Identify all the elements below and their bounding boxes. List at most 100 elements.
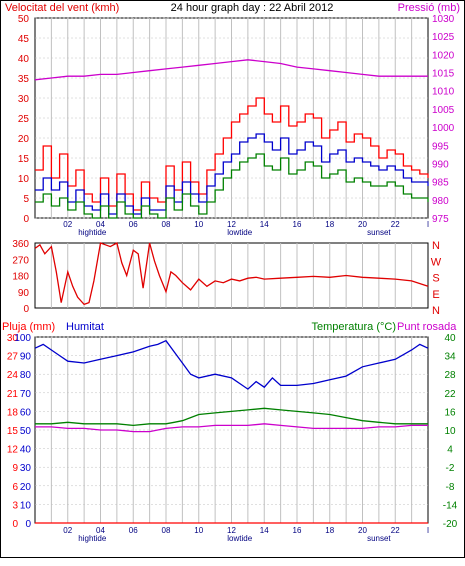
humidity-tick-label: 0 (25, 519, 31, 530)
rain-tick-label: 9 (12, 463, 18, 474)
compass-label: E (432, 289, 439, 301)
avg-line (35, 133, 429, 215)
x-tick-label: 06 (129, 526, 138, 535)
temperature-tick-label: -8 (446, 482, 455, 493)
temperature-tick-label: -14 (443, 500, 458, 511)
y-tick-label-left: 35 (18, 74, 30, 85)
compass-label: N (432, 240, 440, 252)
temperature-tick-label: 40 (444, 333, 456, 344)
green-line (35, 153, 429, 219)
x-tick-label: 18 (325, 220, 334, 229)
y-tick-label-left: 0 (23, 214, 29, 225)
y-tick-label-left: 270 (12, 255, 29, 266)
rain-tick-label: 18 (7, 407, 19, 418)
y-tick-label-left: 45 (18, 34, 30, 45)
x-tick-label: 22 (391, 526, 400, 535)
x-tick-label: 06 (129, 220, 138, 229)
rain-tick-label: 30 (7, 333, 19, 344)
compass-label: N (432, 305, 440, 317)
humidity-tick-label: 30 (20, 463, 32, 474)
y-tick-label-right: 975 (432, 214, 449, 225)
y-tick-label-right: 1015 (432, 69, 455, 80)
x-end-tick: l (427, 220, 429, 229)
y-tick-label-left: 0 (23, 304, 29, 315)
x-tick-label: 12 (227, 526, 236, 535)
x-tick-label: 10 (194, 220, 203, 229)
dewpoint-axis-label: Punt rosada (397, 321, 457, 333)
x-tick-label: 14 (260, 526, 269, 535)
wind-direction-line (34, 242, 429, 306)
humidity-axis-label: Humitat (66, 321, 104, 333)
rain-tick-label: 12 (7, 445, 19, 456)
rain-tick-label: 15 (7, 426, 19, 437)
y-tick-label-right: 1030 (432, 14, 455, 25)
x-tick-label: 08 (162, 220, 171, 229)
y-tick-label-left: 25 (18, 114, 30, 125)
temperature-line (35, 407, 428, 427)
x-marker-label: hightide (78, 534, 107, 543)
humidity-tick-label: 60 (20, 407, 32, 418)
y-tick-label-right: 990 (432, 159, 449, 170)
y-tick-label-right: 1020 (432, 50, 455, 61)
y-tick-label-left: 90 (18, 288, 30, 299)
y-tick-label-left: 40 (18, 54, 30, 65)
x-marker-label: sunset (367, 534, 391, 543)
rain-axis-label: Pluja (mm) (2, 321, 55, 333)
humidity-tick-label: 100 (14, 333, 31, 344)
x-marker-label: sunset (367, 228, 391, 237)
y-tick-label-left: 5 (23, 194, 29, 205)
pressure-axis-label: Pressió (mb) (398, 2, 460, 14)
x-tick-label: 04 (96, 526, 105, 535)
rain-tick-label: 0 (12, 519, 18, 530)
x-tick-label: 12 (227, 220, 236, 229)
gust-line (35, 97, 429, 211)
x-tick-label: 20 (358, 220, 367, 229)
wind-speed-axis-label: Velocitat del vent (kmh) (5, 2, 119, 14)
pressure-line (34, 59, 428, 81)
temperature-tick-label: -2 (446, 463, 455, 474)
x-tick-label: 02 (63, 220, 72, 229)
x-tick-label: 22 (391, 220, 400, 229)
rain-tick-label: 3 (12, 500, 18, 511)
temperature-tick-label: 4 (447, 445, 453, 456)
x-tick-label: 04 (96, 220, 105, 229)
y-tick-label-right: 1005 (432, 105, 455, 116)
temperature-tick-label: -20 (443, 519, 458, 530)
y-tick-label-right: 1025 (432, 32, 455, 43)
x-tick-label: 10 (194, 526, 203, 535)
y-tick-label-right: 995 (432, 141, 449, 152)
compass-label: S (432, 273, 439, 285)
x-marker-label: lowtide (227, 228, 252, 237)
dewpoint-line (35, 423, 428, 433)
humidity-tick-label: 90 (20, 352, 32, 363)
rain-tick-label: 24 (7, 370, 19, 381)
x-tick-label: 08 (162, 526, 171, 535)
x-tick-label: 14 (260, 220, 269, 229)
x-tick-label: 18 (325, 526, 334, 535)
rain-tick-label: 21 (7, 389, 19, 400)
y-tick-label-left: 15 (18, 154, 30, 165)
x-end-tick: l (427, 526, 429, 535)
y-tick-label-left: 10 (18, 174, 30, 185)
x-marker-label: lowtide (227, 534, 252, 543)
temperature-tick-label: 34 (444, 352, 456, 363)
chart-title: 24 hour graph day : 22 Abril 2012 (171, 2, 334, 14)
temperature-tick-label: 28 (444, 370, 456, 381)
x-tick-label: 16 (293, 526, 302, 535)
humidity-tick-label: 20 (20, 482, 32, 493)
y-tick-label-left: 360 (12, 239, 29, 250)
compass-label: W (431, 256, 442, 268)
y-tick-label-left: 50 (18, 14, 30, 25)
rain-tick-label: 27 (7, 352, 19, 363)
x-tick-label: 02 (63, 526, 72, 535)
humidity-tick-label: 40 (20, 445, 32, 456)
temperature-axis-label: Temperatura (°C) (312, 321, 396, 333)
temperature-tick-label: 22 (444, 389, 456, 400)
y-tick-label-right: 1000 (432, 123, 455, 134)
temperature-tick-label: 10 (444, 426, 456, 437)
y-tick-label-left: 180 (12, 272, 29, 283)
wind-pressure-panel: 0510152025303540455097598098599099510001… (18, 14, 455, 237)
